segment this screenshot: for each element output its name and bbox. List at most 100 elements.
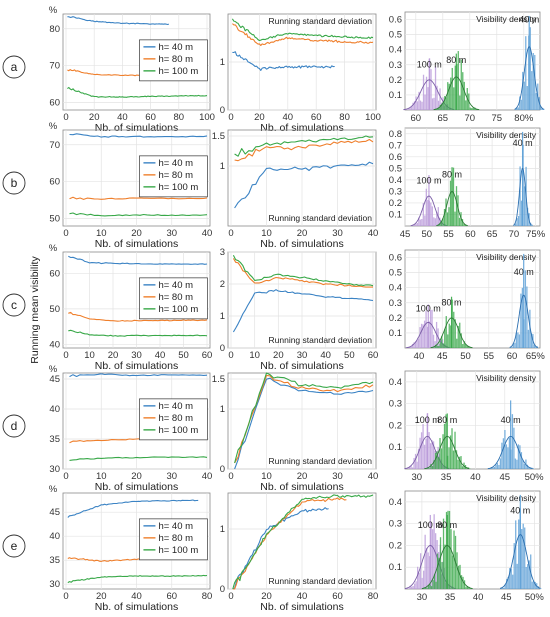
sd-title: Running standard deviation [269, 213, 373, 223]
panel-badge [2, 534, 26, 558]
mean-panel: 30 35 40 45 0 10 20 30 40 Nb. of simulations% h= 4… [49, 364, 213, 493]
histogram-bar [531, 224, 533, 226]
series-line-h100 [232, 494, 374, 590]
histogram-bar [514, 109, 516, 110]
x-tick-label: 45 [437, 351, 448, 362]
density-panel: 0.1 0.2 0.3 0.4 0.5 0.6 40 45 50 55 60 65% Visibilit… [389, 249, 546, 362]
x-tick-label: 80 [339, 112, 350, 123]
histogram-bar [530, 333, 533, 348]
mean-panel: 60 70 80 0 20 40 60 80 100 Nb. of simulations% h= … [49, 5, 215, 134]
peak-label: 80 m [437, 415, 457, 425]
histogram-bar [408, 588, 410, 589]
histogram-bar [448, 510, 451, 589]
histogram-bar [448, 323, 450, 348]
x-tick-label: 50% [525, 592, 545, 603]
histogram-bar [411, 586, 413, 589]
histogram-bar [414, 453, 417, 469]
x-axis-title: Nb. of simulations [260, 238, 343, 250]
x-tick-label: 65% [526, 351, 546, 362]
histogram-bar [469, 588, 472, 589]
y-tick-label: 60 [49, 98, 60, 109]
histogram-bar [450, 529, 452, 589]
histogram-bar [516, 563, 518, 589]
sd-panel: 0 1 1.5 0 10 20 30 40 Nb. of simulations Running … [212, 372, 379, 493]
histogram-bar [515, 520, 517, 589]
histogram-bar [423, 320, 426, 348]
y-tick-label: 0.5 [389, 30, 402, 41]
histogram-bar [429, 584, 431, 589]
histogram-bar [442, 218, 444, 226]
histogram-bar [521, 529, 523, 589]
histogram-bar [430, 464, 432, 469]
peak-label: 40 m [501, 415, 521, 425]
y-tick-label: 1 [220, 161, 225, 172]
histogram-bar [433, 217, 435, 226]
histogram-bar [431, 440, 433, 469]
histogram-bar [421, 219, 423, 226]
y-tick-label: 1 [220, 404, 225, 415]
x-tick-label: 30 [131, 350, 142, 361]
histogram-bar [424, 215, 426, 226]
histogram-bar [431, 309, 433, 348]
histogram-bar [507, 576, 509, 589]
histogram-bar [417, 338, 420, 348]
histogram-bar [520, 200, 523, 226]
x-tick-label: 40 [473, 592, 484, 603]
histogram-bar [444, 544, 446, 589]
histogram-bar [413, 224, 415, 226]
legend-entry: h= 40 m [158, 401, 193, 412]
y-tick-label: 0.6 [389, 15, 402, 26]
histogram-bar [436, 85, 438, 110]
x-tick-label: 60 [311, 112, 322, 123]
histogram-bar [420, 432, 423, 469]
histogram-bar [440, 220, 443, 226]
y-tick-label: 40 [49, 404, 60, 415]
histogram-bar [419, 100, 422, 110]
x-tick-label: 40 [368, 228, 379, 239]
histogram-bar [532, 468, 535, 469]
histogram-bar [438, 557, 440, 589]
series-line-h40 [68, 255, 208, 265]
histogram-bar [430, 202, 432, 226]
histogram-bar [505, 444, 508, 469]
histogram-bar [449, 180, 452, 226]
histogram-bar [515, 332, 518, 348]
x-tick-label: 40 [368, 471, 379, 482]
x-tick-label: 60 [411, 113, 422, 124]
histogram-bar [541, 108, 543, 110]
histogram-bar [436, 345, 438, 348]
series-line-h40 [67, 16, 170, 26]
histogram-bar [525, 36, 527, 110]
x-tick-label: 80% [514, 113, 534, 124]
legend-entry: h= 40 m [158, 158, 193, 169]
histogram-bar [453, 311, 455, 348]
sd-title: Running standard deviation [269, 456, 373, 466]
histogram-bar [523, 186, 526, 226]
peak-label: 100 m [417, 59, 442, 69]
x-tick-label: 20 [297, 471, 308, 482]
histogram-bar [457, 51, 459, 110]
x-tick-label: 40 [470, 472, 481, 483]
x-tick-label: 20 [108, 350, 119, 361]
y-tick-label: 0.4 [389, 175, 402, 186]
y-tick-label: 1.5 [212, 131, 225, 142]
histogram-bar [465, 344, 467, 348]
x-tick-label: 50% [525, 472, 545, 483]
density-curve [513, 167, 532, 226]
y-tick-label: 0.1 [389, 328, 402, 339]
x-axis-title: Nb. of simulations [260, 601, 343, 613]
series-line-h100 [231, 18, 374, 42]
histogram-bar [443, 209, 446, 226]
histogram-bar [441, 103, 443, 110]
density-curve [421, 544, 473, 589]
unit-label: % [49, 121, 58, 132]
histogram-bar [451, 299, 453, 348]
histogram-bar [433, 347, 435, 348]
series-line-h100 [232, 254, 374, 287]
histogram-bar [439, 437, 441, 469]
x-tick-label: 50 [344, 350, 355, 361]
histogram-bar [418, 572, 420, 589]
histogram-bar [434, 66, 437, 110]
unit-label: % [49, 364, 58, 375]
peak-label: 100 m [416, 303, 441, 313]
